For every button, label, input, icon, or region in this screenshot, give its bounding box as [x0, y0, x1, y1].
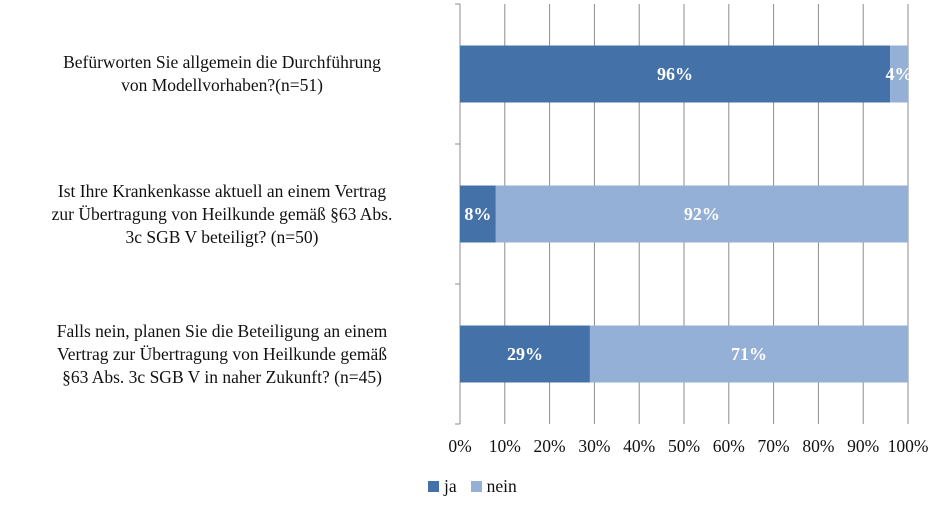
category-label-line: §63 Abs. 3c SGB V in naher Zukunft? (n=4…	[62, 366, 382, 387]
category-label-line: zur Übertragung von Heilkunde gemäß §63 …	[51, 203, 393, 224]
legend-label-ja: ja	[444, 476, 457, 496]
legend-item-nein: nein	[470, 476, 517, 497]
bar-ja	[460, 325, 590, 383]
x-tick-label: 50%	[668, 436, 700, 456]
category-label-line: Ist Ihre Krankenkasse aktuell an einem V…	[57, 180, 387, 201]
data-label-nein: 4%	[886, 64, 913, 84]
category-label-line: Vertrag zur Übertragung von Heilkunde ge…	[57, 343, 387, 364]
category-label-line: Falls nein, planen Sie die Beteiligung a…	[56, 320, 388, 341]
category-label: Ist Ihre Krankenkasse aktuell an einem V…	[2, 180, 442, 249]
category-label-line: von Modellvorhaben?(n=51)	[121, 75, 323, 95]
legend-swatch-nein	[470, 481, 482, 492]
x-tick-label: 100%	[888, 436, 929, 456]
category-label-line: Befürworten Sie allgemein die Durchführu…	[63, 52, 381, 72]
category-label: Falls nein, planen Sie die Beteiligung a…	[2, 320, 442, 389]
bar-ja	[460, 45, 891, 103]
category-label-line: 3c SGB V beteiligt? (n=50)	[125, 226, 319, 247]
bar-nein	[495, 185, 908, 243]
x-tick-label: 70%	[758, 436, 790, 456]
data-label-nein: 92%	[684, 204, 720, 224]
bar-nein	[890, 45, 908, 103]
x-tick-label: 40%	[623, 436, 655, 456]
legend-label-nein: nein	[486, 476, 517, 496]
category-label: Befürworten Sie allgemein die Durchführu…	[2, 51, 442, 97]
x-tick-label: 80%	[802, 436, 834, 456]
x-tick-label: 60%	[713, 436, 745, 456]
bar-ja	[460, 185, 496, 243]
data-label-ja: 8%	[464, 204, 491, 224]
legend-swatch-ja	[428, 481, 439, 492]
data-label-ja: 96%	[657, 64, 693, 84]
bar-nein	[589, 325, 908, 383]
x-tick-label: 10%	[489, 436, 521, 456]
x-tick-label: 20%	[534, 436, 566, 456]
x-tick-label: 0%	[448, 436, 471, 456]
legend-item-ja: ja	[428, 476, 457, 497]
x-tick-label: 30%	[578, 436, 610, 456]
data-label-ja: 29%	[507, 344, 543, 364]
legend: ja nein	[428, 476, 517, 497]
x-tick-label: 90%	[847, 436, 879, 456]
data-label-nein: 71%	[731, 344, 767, 364]
